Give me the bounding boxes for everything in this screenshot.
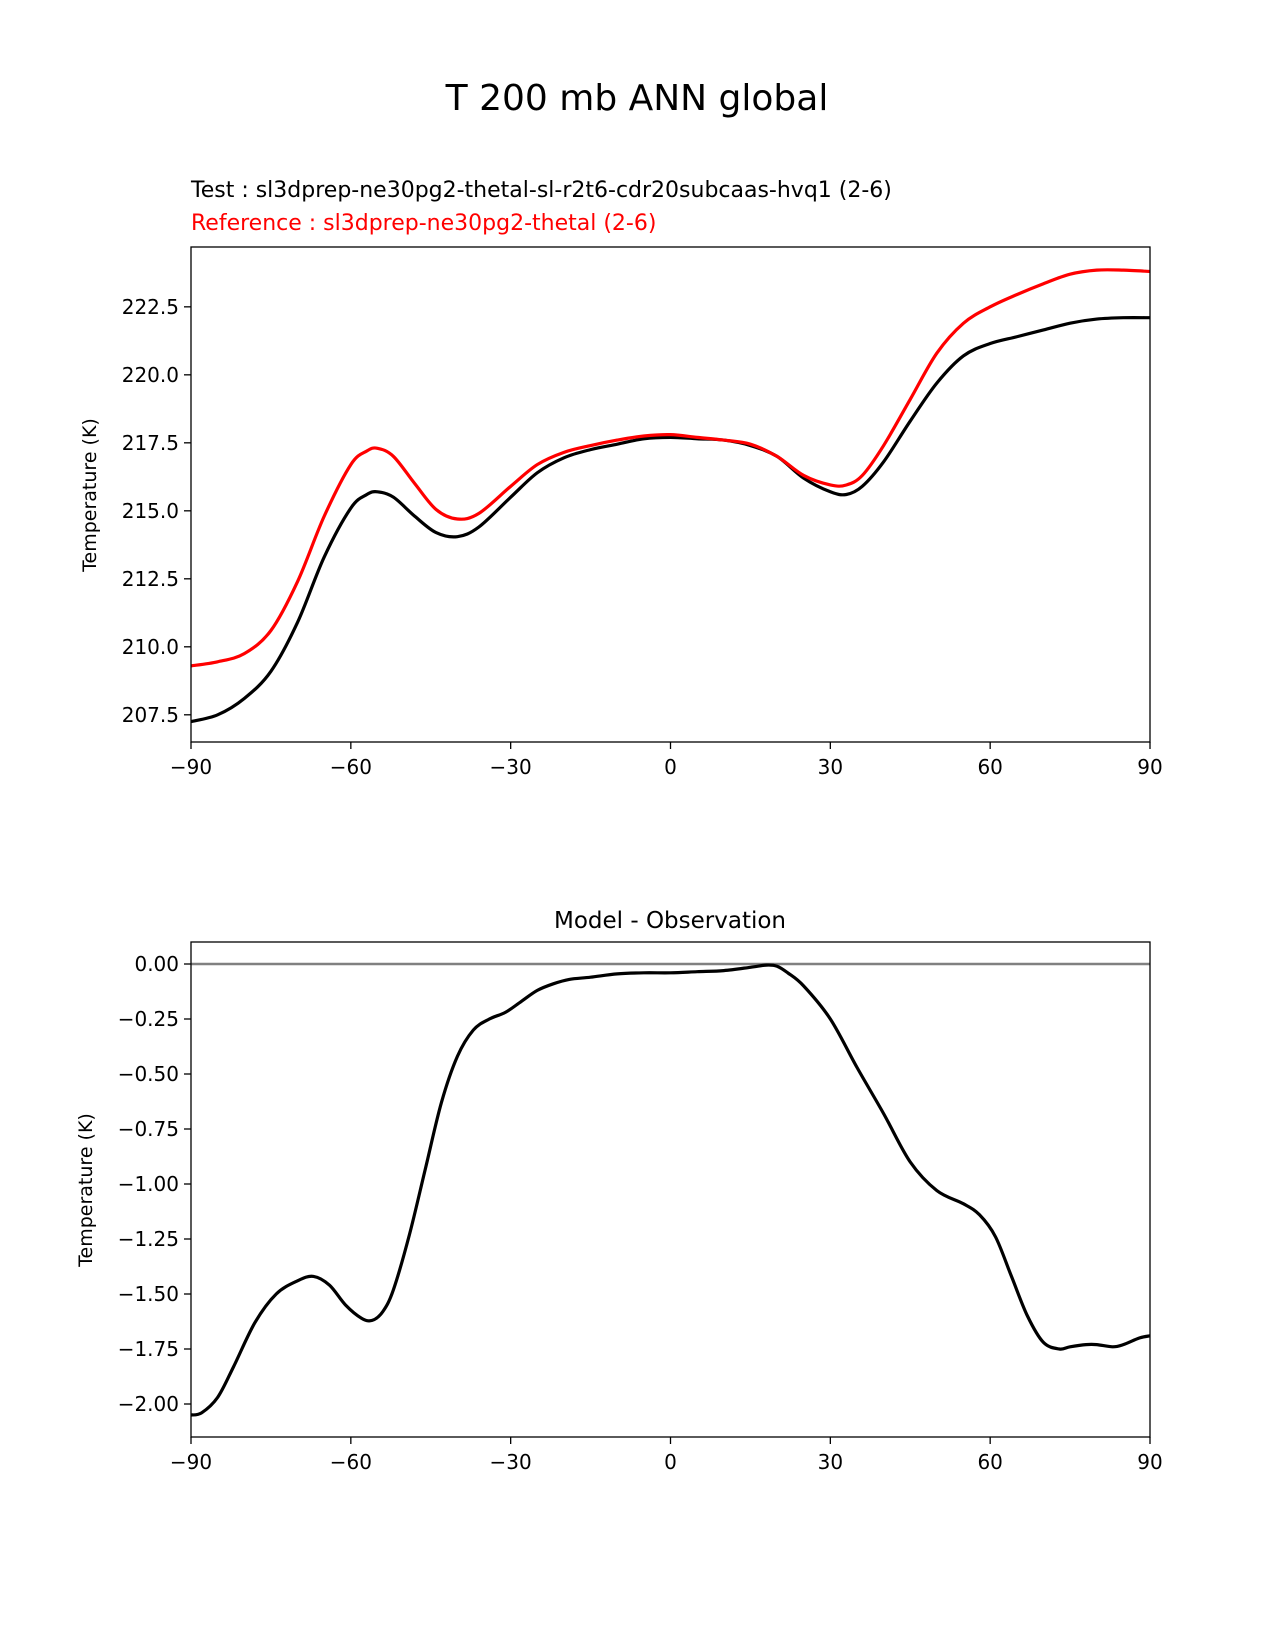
bottom-x-tick-label: 60 bbox=[977, 1450, 1002, 1474]
bottom-panel: Model - Observation Temperature (K) −90 −… bbox=[75, 908, 1163, 1474]
bottom-panel-title: Model - Observation bbox=[554, 908, 786, 934]
bottom-y-tick-label: −1.25 bbox=[118, 1227, 179, 1251]
bottom-y-tick-label: −0.50 bbox=[118, 1062, 179, 1086]
bottom-y-tick-label: −1.50 bbox=[118, 1282, 179, 1306]
top-y-tick-label: 215.0 bbox=[122, 499, 179, 523]
bottom-y-tick-label: −1.75 bbox=[118, 1337, 179, 1361]
top-x-tick-label: −30 bbox=[490, 755, 532, 779]
bottom-series-model-observation-line bbox=[190, 963, 1151, 1417]
top-x-tick-label: −90 bbox=[170, 755, 212, 779]
bottom-x-tick-label: 30 bbox=[818, 1450, 843, 1474]
figure-title: T 200 mb ANN global bbox=[445, 78, 829, 119]
bottom-y-tick-label: −0.75 bbox=[118, 1117, 179, 1141]
bottom-y-tick-label: −1.00 bbox=[118, 1172, 179, 1196]
reference-label: Reference : sl3dprep-ne30pg2-thetal (2-6… bbox=[191, 211, 656, 236]
bottom-x-tick-label: −30 bbox=[490, 1450, 532, 1474]
top-y-tick-label: 220.0 bbox=[122, 363, 179, 387]
top-x-tick-label: −60 bbox=[330, 755, 372, 779]
top-y-tick-label: 207.5 bbox=[122, 703, 179, 727]
top-series-reference-line bbox=[190, 268, 1151, 668]
top-y-axis-label: Temperature (K) bbox=[79, 418, 101, 573]
top-y-tick-label: 210.0 bbox=[122, 635, 179, 659]
bottom-y-tick-label: −0.25 bbox=[118, 1007, 179, 1031]
bottom-axes-frame bbox=[190, 941, 1151, 1438]
top-x-tick-label: 90 bbox=[1137, 755, 1162, 779]
bottom-x-tick-label: −90 bbox=[170, 1450, 212, 1474]
top-panel: Test : sl3dprep-ne30pg2-thetal-sl-r2t6-c… bbox=[79, 178, 1163, 779]
top-y-tick-label: 222.5 bbox=[122, 295, 179, 319]
top-x-tick-label: 0 bbox=[664, 755, 677, 779]
test-label: Test : sl3dprep-ne30pg2-thetal-sl-r2t6-c… bbox=[190, 178, 892, 203]
bottom-y-axis-label: Temperature (K) bbox=[75, 1113, 97, 1268]
top-x-tick-label: 30 bbox=[818, 755, 843, 779]
top-x-tick-label: 60 bbox=[977, 755, 1002, 779]
bottom-x-tick-label: 0 bbox=[664, 1450, 677, 1474]
bottom-x-tick-label: −60 bbox=[330, 1450, 372, 1474]
top-y-tick-label: 217.5 bbox=[122, 431, 179, 455]
top-y-tick-label: 212.5 bbox=[122, 567, 179, 591]
top-series-test-line bbox=[190, 316, 1151, 724]
bottom-y-tick-label: −2.00 bbox=[118, 1392, 179, 1416]
bottom-x-tick-label: 90 bbox=[1137, 1450, 1162, 1474]
bottom-y-tick-label: 0.00 bbox=[134, 952, 179, 976]
